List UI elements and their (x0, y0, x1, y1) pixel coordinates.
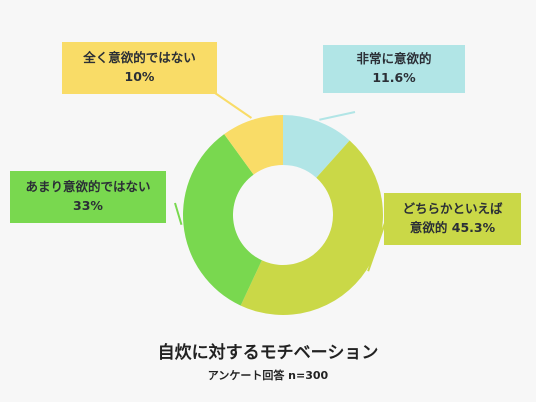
leader-not-at-all-motivated (214, 92, 253, 119)
chart-subtitle: アンケート回答 n=300 (207, 369, 329, 382)
label-somewhat-motivated-value: 意欲的 45.3% (409, 220, 496, 235)
label-not-very-motivated: あまり意欲的ではない 33% (10, 171, 166, 223)
donut-slices (182, 115, 383, 315)
slice-somewhat-motivated (240, 140, 383, 315)
slice-very-motivated (283, 115, 350, 178)
label-not-very-motivated-name: あまり意欲的ではない (25, 179, 151, 195)
leader-very-motivated (319, 111, 356, 121)
label-very-motivated: 非常に意欲的 11.6% (323, 45, 465, 93)
label-not-at-all-motivated-value: 10% (124, 69, 155, 84)
label-very-motivated-value: 11.6% (372, 70, 416, 85)
label-not-at-all-motivated-name: 全く意欲的ではない (83, 50, 196, 66)
label-not-at-all-motivated: 全く意欲的ではない 10% (62, 42, 217, 94)
label-somewhat-motivated-name: どちらかといえば (402, 201, 503, 217)
label-very-motivated-name: 非常に意欲的 (356, 51, 432, 67)
slice-not-very-motivated (182, 134, 262, 306)
label-not-very-motivated-value: 33% (73, 198, 103, 213)
slice-not-at-all-motivated (224, 115, 283, 175)
leader-not-very-motivated (174, 202, 183, 226)
label-somewhat-motivated: どちらかといえば 意欲的 45.3% (384, 193, 521, 245)
chart-title: 自炊に対するモチベーション (157, 343, 379, 363)
